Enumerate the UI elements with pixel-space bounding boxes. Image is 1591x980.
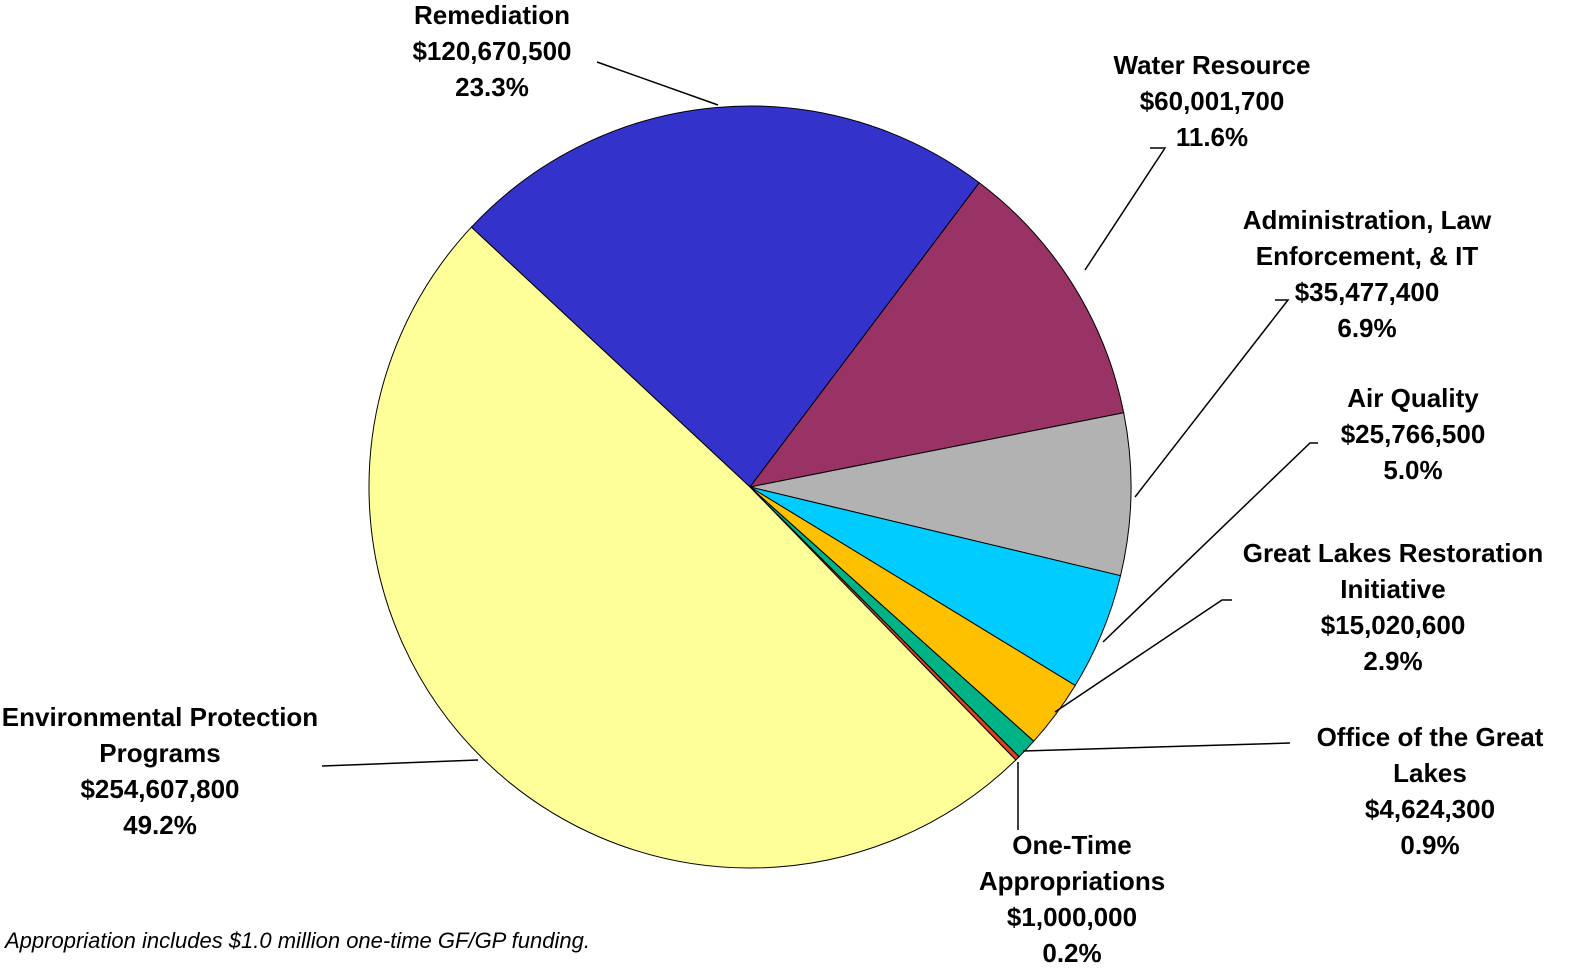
percent-label: 5.0% [1383, 455, 1443, 485]
pie-slice [748, 182, 1125, 488]
slice-label: Air Quality $25,766,500 5.0% [1213, 380, 1591, 488]
slice-label: Great Lakes Restoration Initiative $15,02… [1234, 535, 1552, 679]
category-label: Air Quality [1347, 383, 1479, 413]
slice-label: Water Resource $60,001,700 11.6% [1012, 47, 1412, 155]
value-label: $25,766,500 [1340, 419, 1486, 449]
percent-label: 0.9% [1400, 830, 1460, 860]
slice-label: Office of the Great Lakes $4,624,300 0.9% [1285, 719, 1575, 863]
footnote: Appropriation includes $1.0 million one-… [5, 928, 590, 953]
category-label: Administration, Law Enforcement, & IT [1242, 205, 1492, 271]
value-label: $254,607,800 [80, 774, 240, 804]
slice-label: Remediation $120,670,500 23.3% [292, 0, 692, 105]
leader-line [1084, 147, 1167, 271]
percent-label: 11.6% [1175, 122, 1249, 152]
category-label: Water Resource [1113, 50, 1311, 80]
value-label: $120,670,500 [412, 36, 572, 66]
leader-line [321, 759, 479, 767]
pie-slice [368, 226, 1017, 869]
value-label: $60,001,700 [1139, 86, 1285, 116]
category-label: One-Time Appropriations [978, 830, 1166, 896]
leader-line [1054, 599, 1232, 713]
leader-line [596, 61, 719, 106]
leader-line [1134, 299, 1290, 498]
leader-line [1102, 442, 1318, 643]
value-label: $4,624,300 [1364, 794, 1496, 824]
slice-label: One-Time Appropriations $1,000,000 0.2% [957, 827, 1187, 971]
category-label: Great Lakes Restoration Initiative [1242, 538, 1544, 604]
value-label: $1,000,000 [1006, 902, 1138, 932]
slice-label: Environmental Protection Programs $254,60… [0, 699, 320, 843]
category-label: Remediation [413, 0, 571, 30]
percent-label: 6.9% [1337, 313, 1397, 343]
category-label: Environmental Protection Programs [1, 702, 319, 768]
category-label: Office of the Great Lakes [1316, 722, 1544, 788]
pie-slice [470, 105, 980, 488]
slice-label: Administration, Law Enforcement, & IT $35… [1217, 202, 1517, 346]
percent-label: 49.2% [123, 810, 197, 840]
value-label: $35,477,400 [1294, 277, 1440, 307]
pie-slice [749, 412, 1132, 577]
value-label: $15,020,600 [1320, 610, 1466, 640]
percent-label: 23.3% [455, 72, 529, 102]
percent-label: 2.9% [1363, 646, 1423, 676]
leader-line [1022, 742, 1291, 752]
percent-label: 0.2% [1042, 938, 1102, 968]
